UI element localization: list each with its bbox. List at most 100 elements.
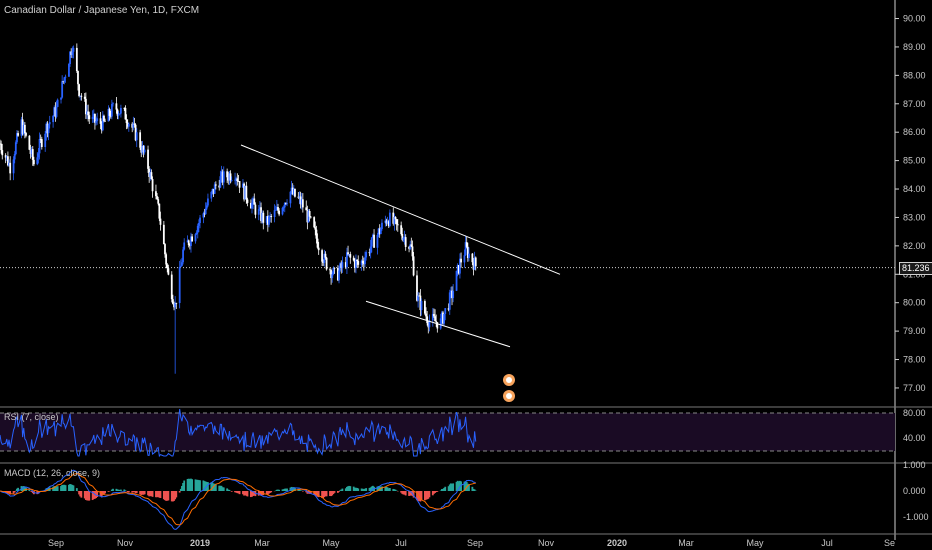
- candle-body: [55, 106, 58, 117]
- candle-body: [308, 211, 311, 217]
- candle-body: [330, 270, 333, 279]
- candle-body: [79, 95, 82, 97]
- macd-hist-bar: [118, 489, 121, 491]
- candle-body: [331, 274, 334, 279]
- macd-hist-bar: [355, 487, 357, 491]
- candle-body: [463, 255, 466, 263]
- macd-hist-bar: [151, 491, 154, 497]
- macd-hist-bar: [275, 489, 278, 491]
- macd-hist-bar: [178, 491, 181, 493]
- candles-group: [0, 43, 477, 374]
- macd-hist-bar: [336, 491, 339, 493]
- candle-body: [86, 111, 88, 115]
- macd-hist-bar: [64, 485, 67, 491]
- candle-body: [412, 256, 415, 276]
- candle-body: [336, 268, 339, 281]
- time-tick-label: Nov: [117, 538, 134, 548]
- macd-hist-bar: [115, 488, 118, 491]
- candle-body: [23, 124, 26, 133]
- candle-body: [53, 107, 56, 116]
- candle-body: [456, 265, 459, 271]
- macd-hist-bar: [282, 489, 285, 491]
- candle-body: [282, 207, 285, 209]
- candle-body: [369, 246, 372, 254]
- candle-body: [418, 295, 421, 297]
- candle-body: [170, 274, 173, 300]
- candle-body: [78, 84, 81, 97]
- macd-hist-bar: [426, 491, 429, 500]
- candle-body: [87, 111, 90, 116]
- macd-hist-bar: [133, 491, 136, 493]
- price-tick-label: 82.00: [903, 241, 926, 251]
- macd-hist-bar: [278, 489, 281, 491]
- macd-hist-bar: [83, 491, 86, 499]
- macd-hist-bar: [22, 486, 25, 491]
- macd-hist-bar: [321, 491, 323, 498]
- candle-body: [188, 245, 191, 246]
- macd-hist-bar: [214, 484, 217, 491]
- macd-hist-bar: [340, 489, 343, 491]
- macd-hist-bar: [313, 491, 316, 495]
- candle-body: [63, 77, 66, 82]
- macd-hist-bar: [460, 481, 462, 491]
- candle-body: [96, 118, 99, 122]
- candle-body: [203, 213, 206, 215]
- candle-body: [442, 312, 444, 324]
- macd-hist-bar: [346, 486, 348, 491]
- candle-body: [205, 205, 208, 209]
- candle-body: [8, 162, 10, 166]
- macd-hist-bar: [80, 491, 83, 498]
- macd-hist-bar: [384, 486, 387, 491]
- rsi-tick-label: 40.00: [903, 433, 926, 443]
- macd-hist-bar: [440, 489, 443, 491]
- candle-body: [373, 234, 375, 248]
- candle-body: [289, 191, 292, 204]
- candle-body: [99, 118, 102, 124]
- macd-hist-bar: [325, 491, 328, 497]
- candle-body: [474, 257, 477, 267]
- candle-body: [423, 301, 426, 314]
- macd-hist-bar: [116, 489, 119, 491]
- candle-body: [134, 124, 137, 141]
- candle-body: [151, 179, 154, 192]
- candle-body: [347, 252, 349, 255]
- candle-body: [410, 244, 413, 247]
- candle-body: [140, 147, 143, 153]
- candle-body: [417, 295, 420, 301]
- time-tick-label: Jul: [821, 538, 833, 548]
- candle-body: [353, 260, 356, 268]
- macd-hist-bar: [36, 491, 39, 495]
- macd-hist-bar: [431, 491, 434, 496]
- macd-hist-bar: [466, 483, 469, 491]
- macd-hist-bar: [333, 491, 336, 493]
- candle-body: [218, 185, 221, 188]
- candle-body: [132, 123, 135, 128]
- macd-hist-bar: [140, 491, 143, 495]
- candle-body: [84, 98, 87, 115]
- candle-body: [436, 322, 439, 329]
- candle-body: [400, 225, 403, 234]
- macd-hist-bar: [124, 490, 127, 491]
- macd-hist-bar: [159, 491, 162, 499]
- candle-body: [104, 120, 106, 122]
- candle-body: [468, 253, 470, 259]
- macd-hist-bar: [452, 483, 455, 491]
- time-tick-label: Sep: [48, 538, 64, 548]
- candle-body: [292, 188, 295, 195]
- macd-hist-bar: [352, 486, 355, 491]
- candle-body: [290, 187, 293, 192]
- candle-body: [126, 123, 129, 127]
- candle-body: [39, 139, 42, 140]
- macd-hist-bar: [448, 484, 451, 491]
- macd-hist-bar: [70, 484, 73, 491]
- candle-body: [361, 260, 364, 264]
- candle-body: [16, 133, 18, 143]
- candle-body: [471, 253, 474, 263]
- macd-hist-bar: [349, 486, 352, 491]
- candle-body: [435, 321, 438, 323]
- candle-body: [157, 199, 160, 204]
- price-tick-label: 77.00: [903, 383, 926, 393]
- candle-body: [253, 198, 256, 205]
- macd-hist-bar: [148, 491, 151, 497]
